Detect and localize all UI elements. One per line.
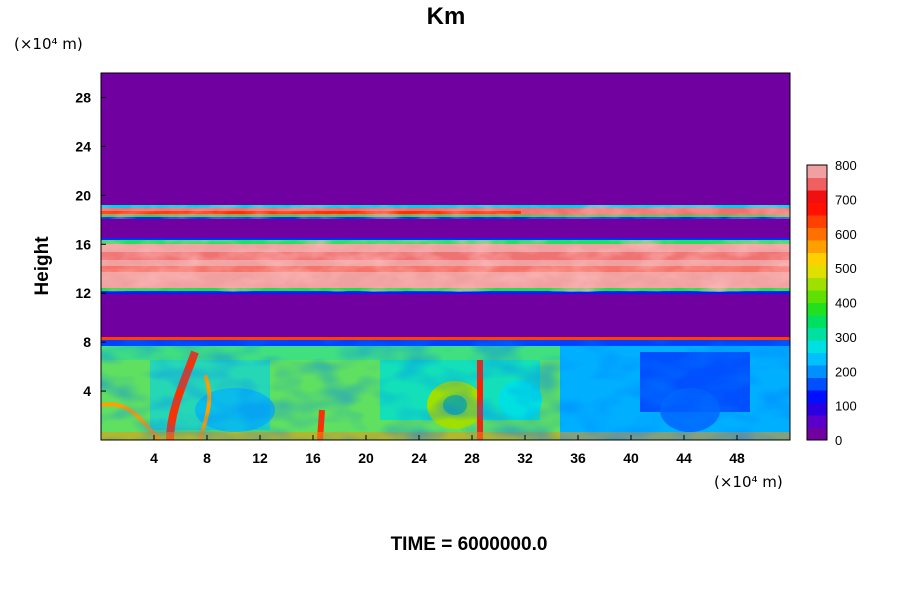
plot-frame xyxy=(100,72,791,441)
y-tick-label: 4 xyxy=(83,383,91,399)
colorbar-swatch xyxy=(807,340,827,353)
colorbar-swatch xyxy=(807,365,827,378)
x-tick-label: 12 xyxy=(252,450,268,466)
y-tick-label: 24 xyxy=(75,138,91,154)
colorbar-swatch xyxy=(807,265,827,278)
x-tick-label: 16 xyxy=(305,450,321,466)
y-tick-label: 16 xyxy=(75,236,91,252)
colorbar-swatch xyxy=(807,415,827,428)
lower-boundary-layer xyxy=(101,337,790,440)
x-axis-ticks: 4 8 12 16 20 24 28 32 36 40 44 48 xyxy=(150,435,745,466)
colorbar-tick-label: 100 xyxy=(835,399,857,414)
colorbar-swatch xyxy=(807,402,827,416)
colorbar-swatch xyxy=(807,377,827,391)
colorbar-swatch xyxy=(807,177,827,191)
y-axis-label: Height xyxy=(32,236,53,296)
y-tick-label: 28 xyxy=(75,89,91,105)
y-tick-label: 12 xyxy=(75,285,91,301)
x-tick-label: 36 xyxy=(570,450,586,466)
colorbar-tick-label: 500 xyxy=(835,261,857,276)
colorbar-swatch xyxy=(807,202,827,216)
y-axis-ticks: 4 8 12 16 20 24 28 xyxy=(75,89,106,399)
time-label: TIME = 6000000.0 xyxy=(391,534,548,555)
colorbar-swatch xyxy=(807,327,827,341)
plot-area xyxy=(101,73,790,440)
colorbar-swatch xyxy=(807,165,827,178)
upper-turbulent-band xyxy=(101,205,790,219)
colorbar-swatch xyxy=(807,390,827,403)
x-tick-label: 44 xyxy=(676,450,692,466)
colorbar-swatch xyxy=(807,290,827,303)
colorbar-swatch xyxy=(807,277,827,291)
x-tick-label: 20 xyxy=(358,450,374,466)
colorbar-swatch xyxy=(807,240,827,253)
middle-turbulent-band xyxy=(101,238,790,294)
colorbar-tick-label: 200 xyxy=(835,364,857,379)
x-axis-unit: (×10⁴ m) xyxy=(714,473,783,491)
x-tick-label: 28 xyxy=(464,450,480,466)
colorbar-tick-label: 300 xyxy=(835,330,857,345)
colorbar-swatch xyxy=(807,190,827,203)
x-tick-label: 4 xyxy=(150,450,158,466)
colorbar-swatch xyxy=(807,227,827,241)
colorbar-swatch xyxy=(807,252,827,266)
x-tick-label: 32 xyxy=(517,450,533,466)
colorbar-tick-label: 0 xyxy=(835,433,842,448)
colorbar-frame xyxy=(806,164,828,441)
colorbar-swatch xyxy=(807,315,827,328)
colorbar-tick-label: 700 xyxy=(835,192,857,207)
colorbar-tick-label: 400 xyxy=(835,296,857,311)
colorbar-swatch xyxy=(807,302,827,316)
x-tick-label: 40 xyxy=(623,450,639,466)
colorbar-tick-label: 800 xyxy=(835,158,857,173)
colorbar-swatch xyxy=(807,215,827,228)
y-axis-unit: (×10⁴ m) xyxy=(14,35,83,53)
x-tick-label: 8 xyxy=(203,450,211,466)
y-tick-label: 20 xyxy=(75,187,91,203)
colorbar-tick-label: 600 xyxy=(835,227,857,242)
colorbar-swatch xyxy=(807,352,827,366)
x-tick-label: 48 xyxy=(729,450,745,466)
colorbar: 0 100 200 300 400 500 600 700 800 xyxy=(806,158,857,448)
chart-title: Km xyxy=(427,3,466,30)
colorbar-swatch xyxy=(807,427,827,441)
x-tick-label: 24 xyxy=(411,450,427,466)
y-tick-label: 8 xyxy=(83,334,91,350)
